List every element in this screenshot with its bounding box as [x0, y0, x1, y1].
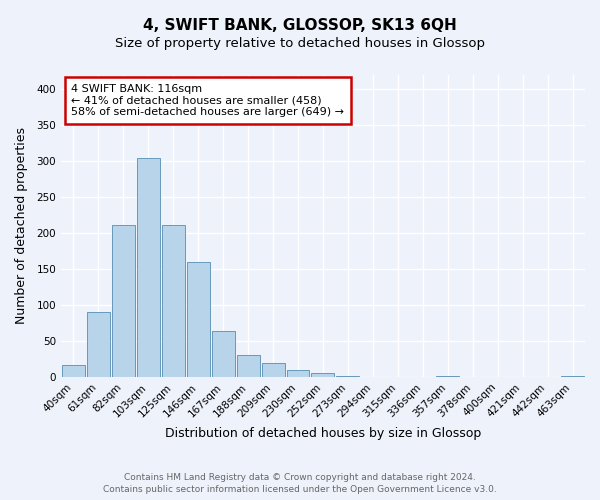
Bar	[137, 158, 160, 377]
Text: Contains public sector information licensed under the Open Government Licence v3: Contains public sector information licen…	[103, 486, 497, 494]
Text: Contains HM Land Registry data © Crown copyright and database right 2024.: Contains HM Land Registry data © Crown c…	[124, 473, 476, 482]
Text: 4 SWIFT BANK: 116sqm
← 41% of detached houses are smaller (458)
58% of semi-deta: 4 SWIFT BANK: 116sqm ← 41% of detached h…	[71, 84, 344, 117]
Bar	[311, 374, 334, 377]
Bar	[236, 354, 260, 377]
Bar	[212, 331, 235, 377]
Bar	[162, 224, 185, 377]
Text: 4, SWIFT BANK, GLOSSOP, SK13 6QH: 4, SWIFT BANK, GLOSSOP, SK13 6QH	[143, 18, 457, 32]
Bar	[561, 376, 584, 377]
Bar	[436, 376, 459, 377]
Bar	[112, 226, 135, 377]
Text: Size of property relative to detached houses in Glossop: Size of property relative to detached ho…	[115, 38, 485, 51]
X-axis label: Distribution of detached houses by size in Glossop: Distribution of detached houses by size …	[165, 427, 481, 440]
Y-axis label: Number of detached properties: Number of detached properties	[15, 128, 28, 324]
Bar	[337, 376, 359, 377]
Bar	[87, 312, 110, 377]
Bar	[262, 362, 284, 377]
Bar	[287, 370, 310, 377]
Bar	[187, 262, 209, 377]
Bar	[62, 364, 85, 377]
